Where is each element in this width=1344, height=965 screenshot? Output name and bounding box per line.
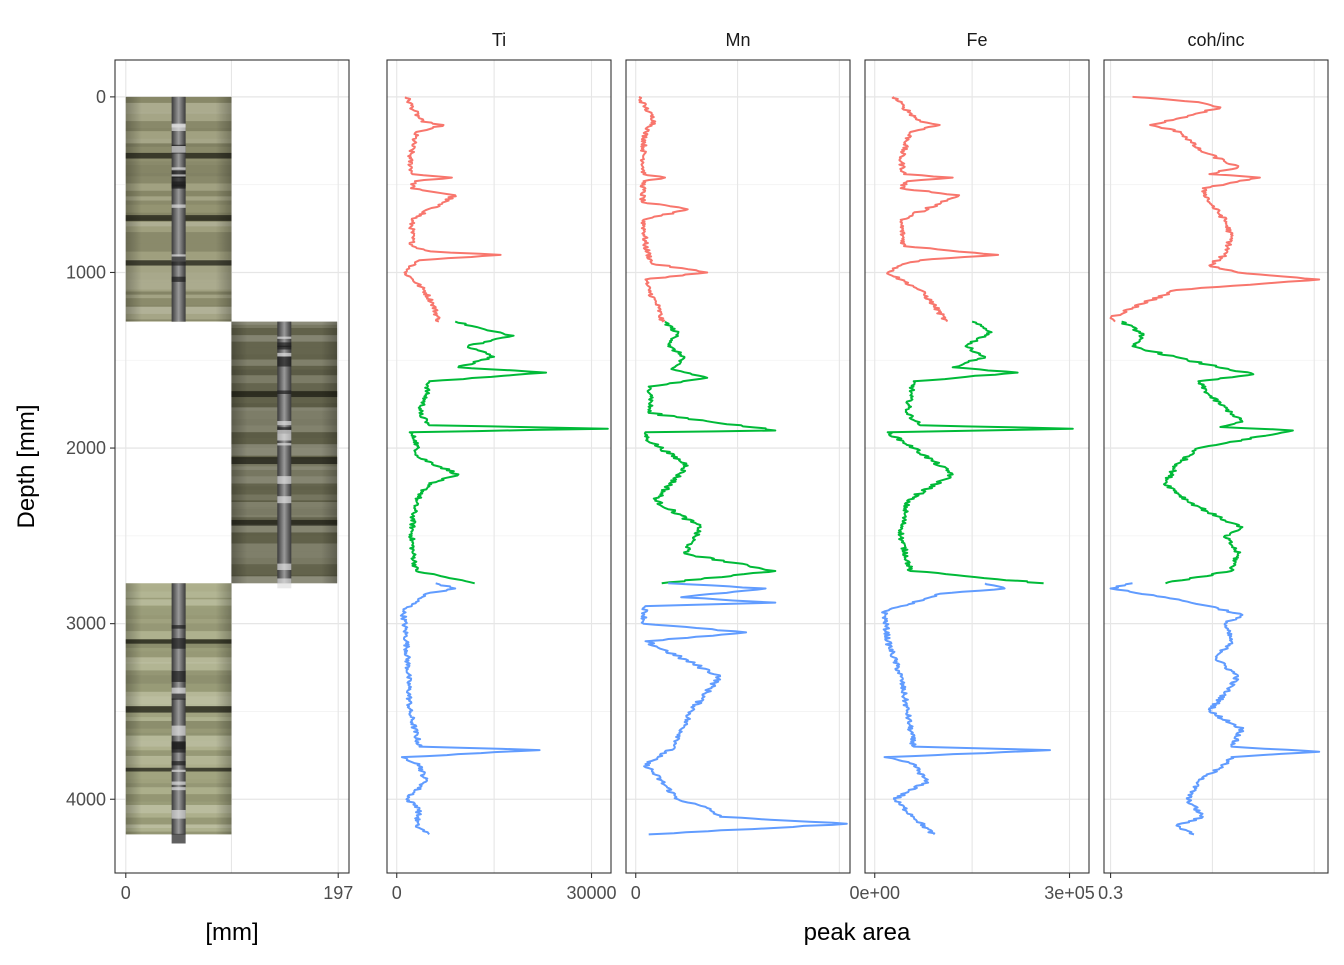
scan-strip-band <box>171 741 186 750</box>
scan-strip-band <box>171 256 186 266</box>
shared-x-axis-title: peak area <box>804 919 911 946</box>
core-section-image <box>125 583 232 844</box>
panel-frame <box>114 59 350 874</box>
y-tick-label: 0 <box>96 87 106 107</box>
scan-strip-band <box>171 809 186 819</box>
scan-strip-band <box>171 833 186 844</box>
panel-title: Mn <box>725 30 750 50</box>
scan-strip-band <box>171 276 186 282</box>
panel-background <box>1104 60 1328 873</box>
series-line-3 <box>881 582 1051 836</box>
y-tick-label: 1000 <box>66 262 106 282</box>
y-axis-title: Depth [mm] <box>13 404 40 528</box>
scan-strip-band <box>277 578 292 589</box>
panel-1: Mn 0 <box>625 30 851 903</box>
series-line-2 <box>1121 320 1294 585</box>
series-line-2 <box>408 320 609 585</box>
panel-frame <box>625 59 851 874</box>
panel-title: coh/inc <box>1187 30 1244 50</box>
scan-strip-band <box>277 345 292 350</box>
x-tick-label: 0 <box>631 883 641 903</box>
panel-background <box>387 60 611 873</box>
scan-strip-band <box>171 725 186 736</box>
panel-core-image: 0 1000 2000 3000 4000 0 197 [mm] Depth [mm] <box>13 59 353 946</box>
panel-frame <box>386 59 612 874</box>
scan-strip-band <box>171 670 186 682</box>
panel-title: Ti <box>492 30 506 50</box>
scan-strip-band <box>171 174 186 177</box>
panel-title: Fe <box>966 30 987 50</box>
scan-strip-band <box>171 124 186 128</box>
x-tick-label: 197 <box>323 883 353 903</box>
scan-strip-band <box>171 787 186 791</box>
scan-strip-band <box>171 687 186 699</box>
scan-strip-band <box>277 496 292 504</box>
scan-strip-band <box>171 693 186 700</box>
panel-frame <box>1103 59 1329 874</box>
scan-strip-band <box>171 167 186 171</box>
scan-strip-band <box>277 352 292 357</box>
scan-strip <box>171 583 186 835</box>
series-line-2 <box>643 320 777 585</box>
y-tick-label: 2000 <box>66 438 106 458</box>
panel-background <box>865 60 1089 873</box>
series-line-1 <box>638 95 709 323</box>
scan-strip-band <box>277 429 292 441</box>
x-tick-label: 0 <box>392 883 402 903</box>
scan-strip-band <box>171 769 186 772</box>
core-section-image <box>231 321 338 589</box>
series-line-1 <box>1109 95 1321 323</box>
x-tick-label: 0.3 <box>1098 883 1123 903</box>
scan-strip-band <box>171 176 186 189</box>
y-tick-label: 3000 <box>66 614 106 634</box>
core-section-image <box>125 96 232 322</box>
scan-strip-band <box>171 781 186 785</box>
series-line-1 <box>403 96 502 323</box>
scan-strip-band <box>171 625 186 629</box>
panel-frame <box>864 59 1090 874</box>
scan-strip <box>277 321 292 584</box>
scan-strip-band <box>171 204 186 208</box>
scan-strip-band <box>171 146 186 153</box>
x-tick-label: 3e+05 <box>1044 883 1095 903</box>
scan-strip-band <box>277 443 292 446</box>
scan-strip-band <box>277 421 292 426</box>
series-line-2 <box>886 320 1074 585</box>
scan-strip-band <box>171 168 186 178</box>
series-line-1 <box>886 96 1000 323</box>
scan-strip-band <box>171 761 186 766</box>
scan-strip-band <box>277 342 292 348</box>
panel-3: coh/inc 0.3 <box>1098 30 1329 903</box>
y-tick-label: 4000 <box>66 789 106 809</box>
scan-strip-band <box>277 356 292 367</box>
series-line-3 <box>640 582 848 836</box>
scan-strip-band <box>277 476 292 484</box>
x-tick-label: 0 <box>121 883 131 903</box>
series-line-3 <box>1109 582 1321 836</box>
scan-strip-band <box>277 336 292 339</box>
x-tick-label: 0e+00 <box>849 883 900 903</box>
image-x-axis-title: [mm] <box>205 919 258 946</box>
scan-strip-band <box>277 563 292 570</box>
series-line-3 <box>399 582 541 836</box>
scan-strip-band <box>277 390 292 394</box>
panel-2: Fe 0e+00 3e+05 <box>849 30 1094 903</box>
panel-0: Ti 0 30000 <box>386 30 617 903</box>
x-tick-label: 30000 <box>566 883 616 903</box>
scan-strip-band <box>171 638 186 649</box>
